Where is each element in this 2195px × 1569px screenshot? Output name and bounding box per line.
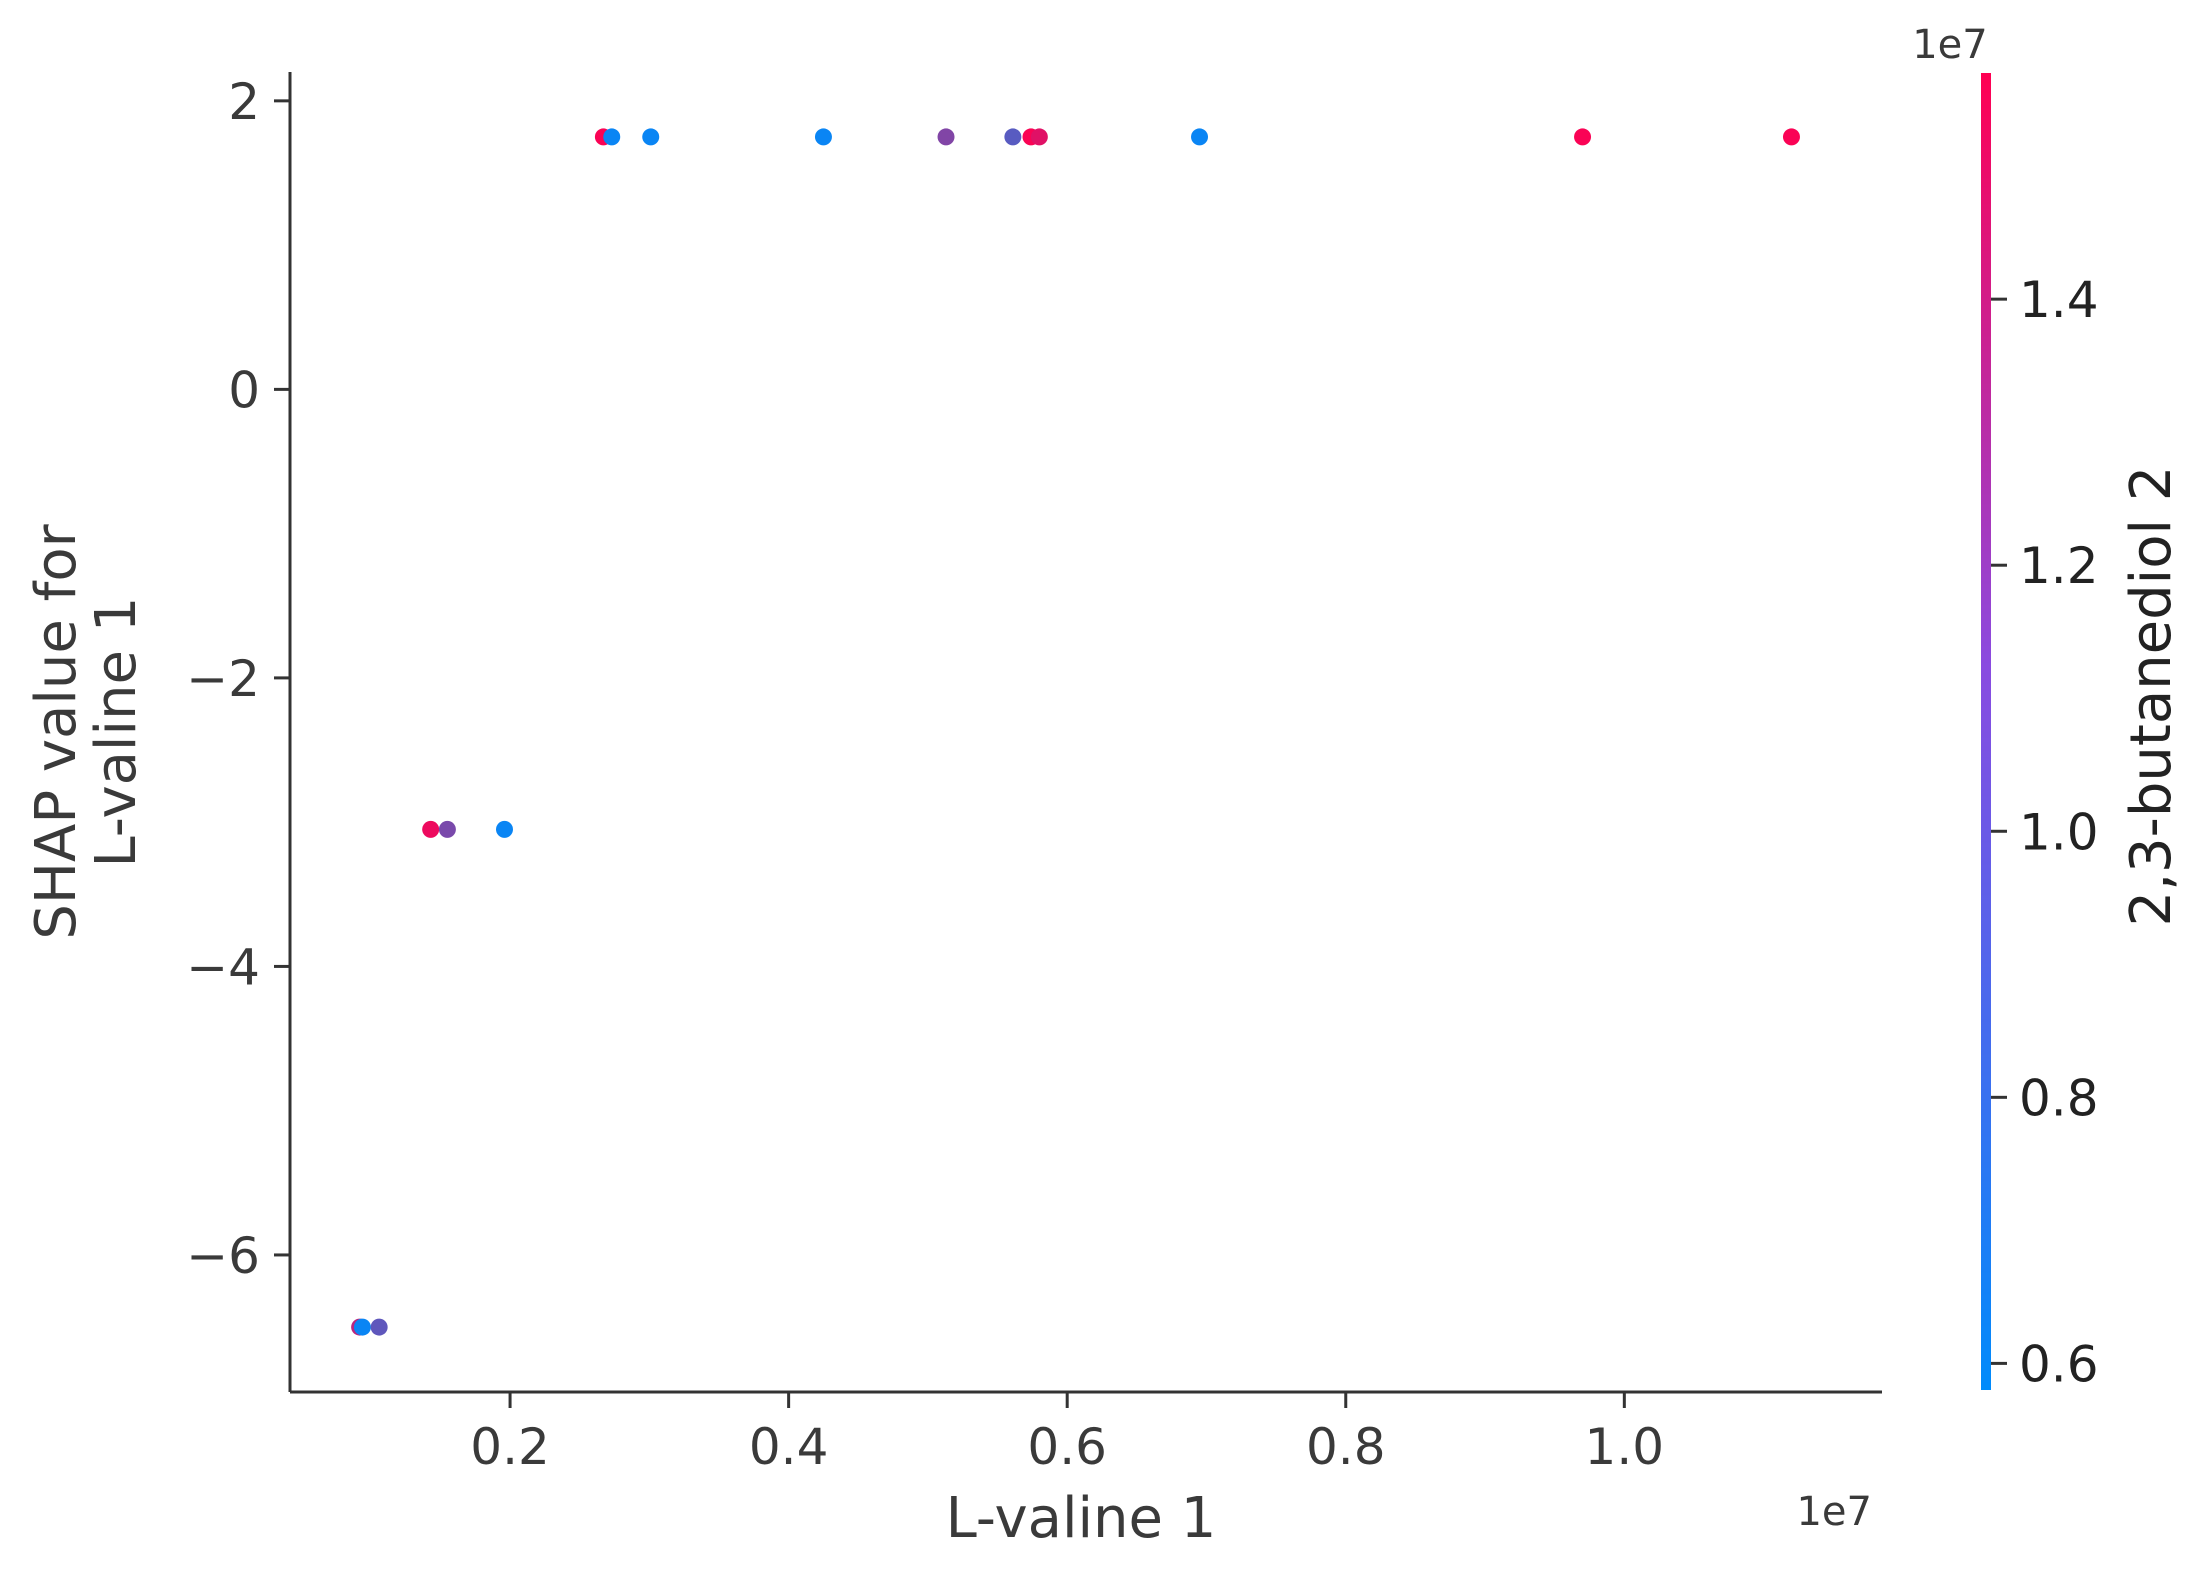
colorbar-tick-label: 1.2 bbox=[2019, 537, 2099, 595]
x-tick-label: 0.8 bbox=[1306, 1418, 1386, 1476]
scatter-point bbox=[495, 820, 513, 838]
y-axis-label-line2: L-valine 1 bbox=[84, 597, 149, 868]
scatter-point bbox=[1782, 128, 1800, 146]
colorbar-tick-label: 0.6 bbox=[2019, 1335, 2099, 1393]
y-tick-label: −4 bbox=[186, 938, 260, 996]
x-ticks: 0.2 0.4 0.6 0.8 1.0 bbox=[470, 1392, 1664, 1476]
plot-axes: 0.2 0.4 0.6 0.8 1.0 2 0 −2 −4 −6 bbox=[186, 72, 1882, 1476]
x-tick-label: 0.4 bbox=[749, 1418, 829, 1476]
scatter-point bbox=[353, 1318, 371, 1336]
y-axis-label: SHAP value for L-valine 1 bbox=[24, 523, 149, 939]
scatter-point bbox=[1574, 128, 1592, 146]
scatter-point bbox=[814, 128, 832, 146]
scatter-point bbox=[438, 820, 456, 838]
colorbar-tick-label: 1.0 bbox=[2019, 803, 2099, 861]
y-tick-label: −6 bbox=[186, 1227, 260, 1285]
colorbar-label: 2,3-butanediol 2 bbox=[2119, 466, 2184, 927]
colorbar-tick-label: 0.8 bbox=[2019, 1069, 2099, 1127]
x-axis-label: L-valine 1 bbox=[946, 1486, 1217, 1551]
y-tick-label: 0 bbox=[228, 361, 260, 419]
x-tick-label: 1.0 bbox=[1585, 1418, 1665, 1476]
scatter-point bbox=[937, 128, 955, 146]
y-tick-label: 2 bbox=[228, 73, 260, 131]
scatter-point bbox=[642, 128, 660, 146]
colorbar-ticks: 0.6 0.8 1.0 1.2 1.4 bbox=[1991, 271, 2099, 1393]
x-tick-label: 0.6 bbox=[1027, 1418, 1107, 1476]
x-offset-label: 1e7 bbox=[1796, 1489, 1872, 1535]
y-ticks: 2 0 −2 −4 −6 bbox=[186, 73, 290, 1285]
x-tick-label: 0.2 bbox=[470, 1418, 550, 1476]
y-tick-label: −2 bbox=[186, 650, 260, 708]
scatter-point bbox=[422, 820, 440, 838]
scatter-point bbox=[370, 1318, 388, 1336]
y-axis-label-line1: SHAP value for bbox=[24, 523, 89, 939]
colorbar-offset-label: 1e7 bbox=[1912, 22, 1988, 68]
colorbar: 0.6 0.8 1.0 1.2 1.4 1e7 2,3-butanediol 2 bbox=[1912, 22, 2184, 1393]
scatter-point bbox=[1030, 128, 1048, 146]
scatter-point bbox=[1191, 128, 1209, 146]
scatter-point bbox=[603, 128, 621, 146]
scatter-points bbox=[351, 128, 1800, 1336]
colorbar-gradient bbox=[1981, 73, 1991, 1390]
scatter-point bbox=[1004, 128, 1022, 146]
colorbar-tick-label: 1.4 bbox=[2019, 271, 2099, 329]
